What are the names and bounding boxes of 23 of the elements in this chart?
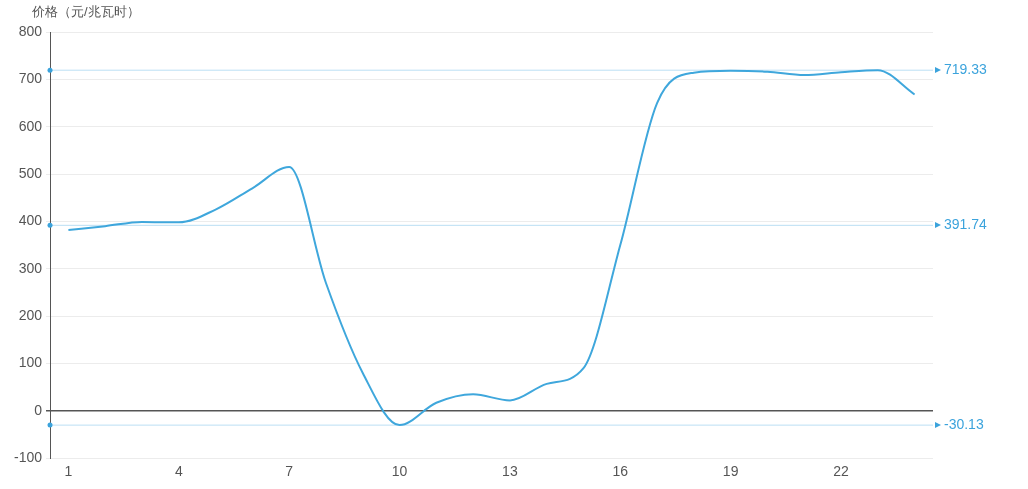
y-tick-label: 0 bbox=[34, 401, 43, 418]
line-series bbox=[67, 69, 916, 427]
x-tick-label: 16 bbox=[612, 463, 629, 480]
y-tick-label: 500 bbox=[18, 164, 43, 181]
y-tick-label: 200 bbox=[18, 306, 43, 323]
x-tick-label: 10 bbox=[391, 463, 408, 480]
x-tick-label: 19 bbox=[722, 463, 739, 480]
y-tick-label: 600 bbox=[18, 117, 43, 134]
y-tick-label: 100 bbox=[18, 354, 43, 371]
ref-line-label: 391.74 bbox=[944, 216, 988, 233]
y-tick-label: 400 bbox=[18, 212, 43, 229]
y-tick-label: 700 bbox=[18, 70, 43, 87]
y-tick-label: 800 bbox=[18, 22, 43, 39]
y-axis-title: 价格（元/兆瓦时） bbox=[31, 4, 140, 20]
x-tick-label: 13 bbox=[502, 463, 518, 480]
x-tick-label: 7 bbox=[285, 463, 294, 480]
y-tick-label: 300 bbox=[18, 259, 43, 276]
y-tick-label: -100 bbox=[13, 449, 43, 466]
x-tick-label: 1 bbox=[64, 463, 73, 480]
ref-line-label: -30.13 bbox=[944, 415, 984, 432]
x-tick-label: 22 bbox=[833, 463, 850, 480]
ref-line-label: 719.33 bbox=[944, 61, 988, 78]
x-tick-label: 4 bbox=[174, 463, 183, 480]
